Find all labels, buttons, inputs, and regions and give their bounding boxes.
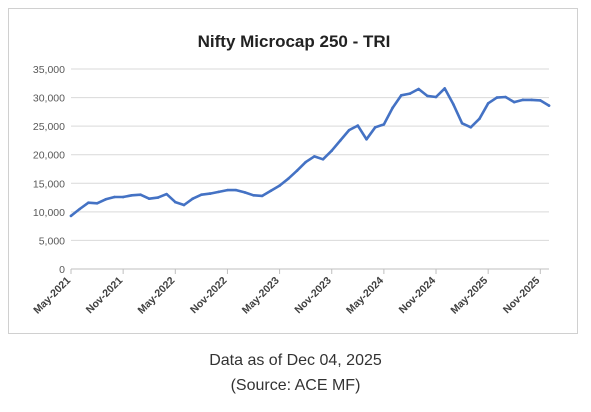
y-tick-label: 30,000: [33, 93, 65, 105]
data-point: [321, 157, 325, 161]
data-point: [486, 101, 490, 105]
data-point: [252, 193, 255, 197]
data-point: [539, 99, 542, 102]
x-tick-label: Nov-2025: [501, 275, 543, 317]
data-point: [217, 190, 221, 194]
y-tick-label: 0: [59, 264, 65, 276]
gridlines: [71, 68, 549, 270]
data-point: [182, 203, 186, 207]
data-point: [260, 194, 264, 198]
x-tick-label: Nov-2021: [84, 275, 126, 317]
data-point: [295, 169, 299, 173]
data-point: [173, 200, 177, 204]
x-tick-label: Nov-2024: [397, 275, 439, 317]
data-point: [165, 192, 168, 196]
data-point: [234, 188, 238, 192]
data-point: [478, 117, 481, 121]
data-point: [339, 139, 342, 142]
chart-frame: Nifty Microcap 250 - TRI 0 5,000 10,000 15,…: [8, 8, 578, 334]
data-point: [504, 95, 507, 99]
data-point: [408, 92, 412, 95]
y-tick-label: 10,000: [33, 207, 65, 219]
x-tick-label: May-2024: [344, 275, 386, 317]
data-point: [78, 207, 81, 211]
data-point: [417, 87, 420, 91]
data-point: [382, 123, 386, 126]
data-point: [521, 98, 525, 102]
series-line: [69, 87, 551, 218]
x-tick-label: May-2025: [448, 275, 490, 317]
data-point: [547, 104, 551, 107]
data-point: [530, 98, 533, 102]
data-date-note: Data as of Dec 04, 2025: [209, 352, 382, 369]
data-point: [512, 100, 516, 104]
data-point: [243, 191, 247, 194]
data-point: [391, 106, 394, 110]
x-tick-label: May-2022: [135, 275, 177, 317]
data-point: [69, 214, 73, 218]
data-point: [469, 125, 473, 129]
y-tick-label: 20,000: [33, 150, 65, 162]
data-point: [347, 128, 351, 132]
data-point: [130, 193, 134, 197]
data-point: [426, 94, 429, 98]
data-point: [113, 195, 116, 199]
source-note: (Source: ACE MF): [230, 377, 361, 394]
data-point: [304, 160, 307, 164]
data-point: [278, 184, 281, 187]
data-point: [356, 124, 360, 127]
data-point: [286, 177, 290, 181]
data-point: [373, 125, 377, 129]
data-point: [495, 96, 499, 99]
data-point: [330, 149, 334, 153]
data-point: [147, 197, 151, 201]
data-point: [452, 103, 455, 106]
y-tick-label: 35,000: [33, 64, 65, 76]
data-point: [226, 188, 229, 192]
chart-title: Nifty Microcap 250 - TRI: [198, 32, 391, 51]
data-point: [434, 95, 438, 99]
data-point: [460, 121, 464, 125]
y-tick-label: 5,000: [39, 235, 65, 247]
data-point: [156, 196, 160, 199]
data-point: [104, 197, 108, 201]
data-point: [95, 201, 99, 205]
x-tick-label: May-2021: [31, 275, 73, 317]
y-tick-label: 15,000: [33, 178, 65, 190]
data-point: [139, 193, 142, 197]
x-axis: May-2021 Nov-2021 May-2022 Nov-2022 May-2023…: [31, 269, 543, 317]
data-point: [365, 137, 368, 141]
data-point: [200, 193, 203, 197]
data-point: [443, 87, 447, 90]
data-point: [399, 93, 403, 97]
data-point: [87, 201, 90, 205]
data-point: [191, 197, 194, 201]
line-chart: Nifty Microcap 250 - TRI 0 5,000 10,000 15,…: [31, 32, 551, 317]
series-layer: [69, 87, 551, 218]
data-point: [269, 189, 273, 193]
y-tick-label: 25,000: [33, 121, 65, 133]
data-point: [121, 195, 125, 199]
data-point: [208, 192, 212, 195]
x-tick-label: May-2023: [240, 275, 282, 317]
data-point: [313, 155, 316, 158]
x-tick-label: Nov-2022: [188, 275, 230, 317]
y-axis: 0 5,000 10,000 15,000 20,000 25,000 30,000 35,0…: [33, 64, 65, 276]
x-tick-label: Nov-2023: [292, 275, 334, 317]
